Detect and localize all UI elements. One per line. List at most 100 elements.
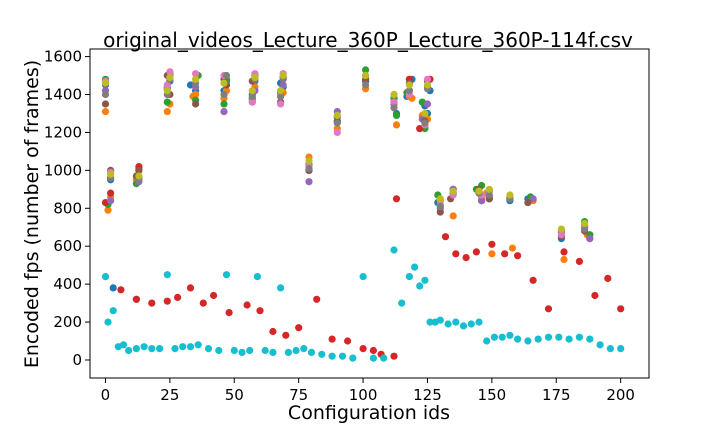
data-point [210, 291, 218, 300]
y-tick-label: 0 [72, 351, 82, 369]
data-point [295, 324, 303, 332]
data-point [192, 90, 200, 99]
y-tick-label: 1400 [44, 86, 82, 104]
y-tick-label: 800 [53, 199, 82, 217]
data-point [305, 157, 313, 165]
y-tick-label: 400 [53, 275, 82, 293]
data-point [369, 346, 377, 355]
x-tick-label: 125 [413, 386, 442, 404]
data-point [426, 318, 434, 326]
data-point [508, 244, 517, 252]
data-point [135, 172, 143, 180]
data-point [483, 337, 491, 345]
data-point [423, 75, 432, 83]
plot-frame [89, 48, 650, 379]
x-tick-label: 150 [478, 386, 507, 404]
data-point [220, 100, 228, 108]
data-point [344, 337, 352, 345]
data-point [269, 327, 277, 336]
data-point [490, 333, 498, 341]
data-point [557, 225, 566, 233]
data-point [392, 195, 401, 203]
data-point [441, 233, 450, 241]
data-point [423, 100, 432, 108]
data-point [220, 79, 228, 87]
data-point [204, 345, 213, 353]
data-point [277, 92, 285, 100]
data-point [225, 309, 233, 317]
data-point [166, 73, 174, 81]
x-tick-label: 0 [101, 386, 111, 404]
data-point [459, 322, 468, 330]
data-point [305, 178, 313, 186]
data-point [313, 295, 321, 303]
data-point [390, 246, 398, 254]
data-point [544, 305, 553, 313]
data-point [333, 119, 341, 127]
x-tick-label: 100 [349, 386, 378, 404]
data-point [411, 263, 419, 271]
data-point [222, 271, 231, 279]
data-point [166, 68, 174, 76]
chart-title: original_videos_Lecture_360P_Lecture_360… [103, 28, 633, 52]
data-point [305, 164, 313, 173]
data-point [163, 81, 171, 89]
data-point [186, 343, 195, 351]
data-point [292, 346, 300, 355]
data-point [246, 346, 254, 355]
x-tick-label: 200 [606, 386, 635, 404]
data-point [256, 307, 264, 315]
data-point [369, 354, 377, 362]
data-point [338, 352, 347, 360]
data-point [452, 250, 460, 258]
data-point [109, 307, 117, 315]
data-point [421, 276, 429, 284]
y-axis-label: Encoded fps (number of frames) [21, 60, 43, 368]
data-point [565, 335, 573, 343]
data-point [421, 119, 429, 127]
data-point [586, 335, 594, 343]
data-point [238, 348, 246, 356]
data-point [279, 71, 287, 80]
data-point [529, 195, 537, 203]
data-point [333, 128, 341, 136]
data-point [524, 199, 532, 207]
x-tick-label: 25 [160, 386, 179, 404]
data-point [163, 271, 171, 279]
data-point [604, 274, 612, 282]
data-point [575, 333, 584, 341]
data-point [436, 208, 444, 216]
data-point [362, 81, 370, 89]
data-point [318, 350, 326, 358]
data-point [174, 293, 182, 301]
data-point [101, 90, 110, 99]
data-point [135, 166, 143, 174]
data-point [117, 286, 125, 294]
data-point [485, 185, 493, 193]
data-point [248, 98, 256, 106]
data-point [392, 111, 401, 119]
data-point [132, 345, 140, 353]
y-tick-label: 1600 [44, 48, 82, 66]
data-point [514, 335, 522, 343]
data-point [243, 301, 251, 309]
data-point [514, 252, 522, 260]
data-point [148, 345, 156, 353]
data-point [488, 240, 496, 248]
data-point [617, 345, 625, 353]
data-point [132, 295, 140, 303]
data-point [104, 318, 112, 326]
data-point [359, 273, 367, 281]
data-point [359, 345, 367, 353]
data-point [506, 331, 514, 339]
data-point [560, 248, 568, 256]
data-point [179, 343, 187, 351]
data-point [199, 299, 207, 307]
data-point [300, 345, 308, 353]
data-point [501, 250, 509, 258]
data-point [104, 206, 112, 214]
data-point [472, 248, 480, 256]
data-point [107, 197, 115, 205]
data-point [405, 87, 413, 95]
